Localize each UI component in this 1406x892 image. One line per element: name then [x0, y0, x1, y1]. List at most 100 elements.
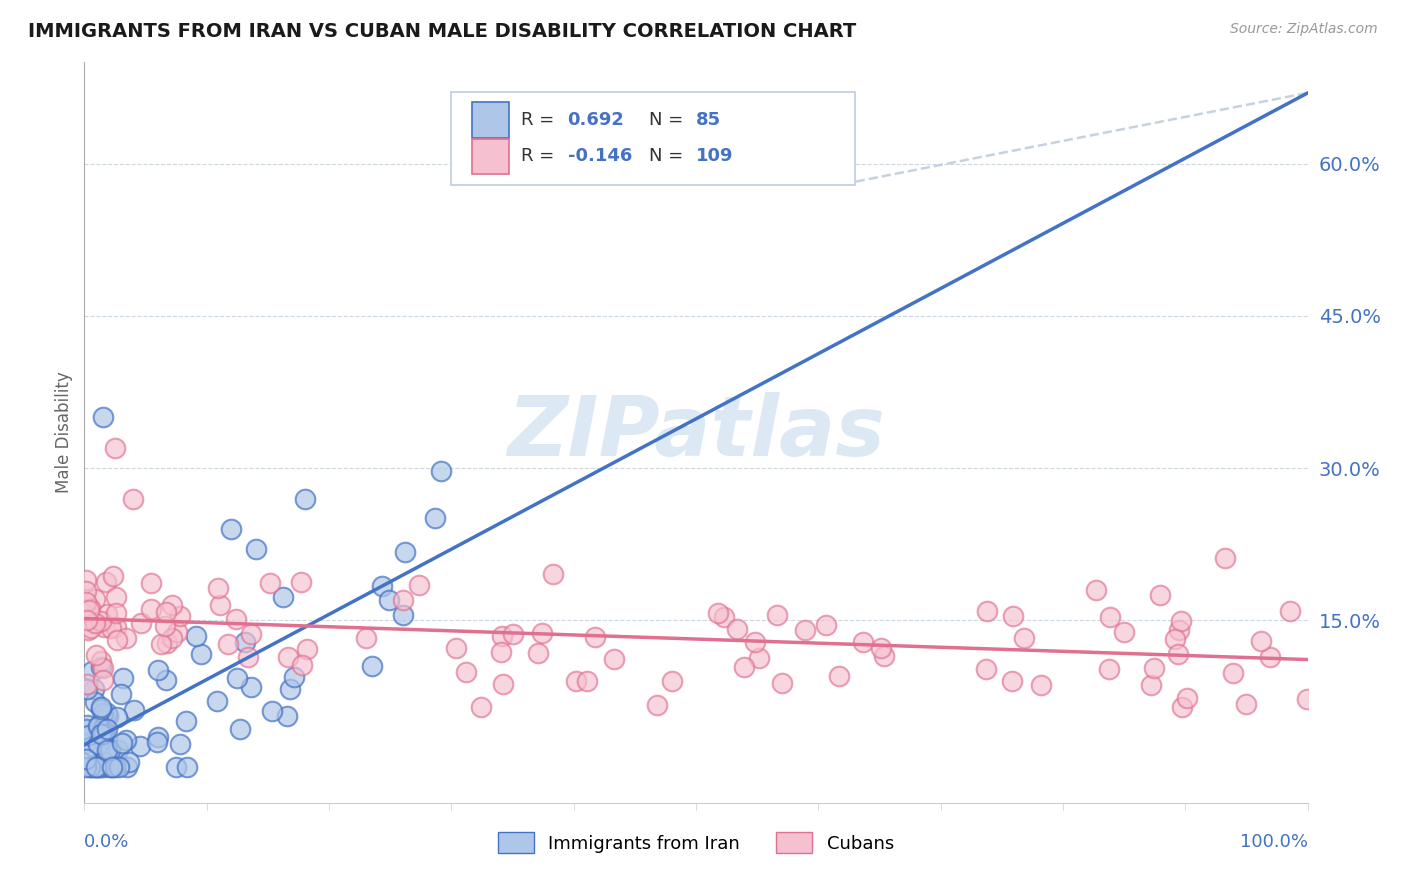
Point	[79, 603, 101, 617]
Point	[93, 755, 115, 769]
Point	[748, 651, 770, 665]
Point	[661, 673, 683, 688]
Text: 85: 85	[696, 112, 721, 129]
Point	[394, 545, 416, 559]
Point	[391, 593, 413, 607]
Point	[149, 637, 172, 651]
Point	[976, 604, 998, 618]
Text: ZIPatlas: ZIPatlas	[508, 392, 884, 473]
Point	[87, 719, 110, 733]
Point	[96, 743, 118, 757]
Point	[105, 632, 128, 647]
Point	[1001, 674, 1024, 689]
Text: R =: R =	[522, 147, 560, 165]
Point	[492, 677, 515, 691]
Point	[93, 720, 115, 734]
Point	[104, 590, 127, 604]
Point	[155, 636, 177, 650]
Point	[76, 677, 98, 691]
Point	[94, 739, 117, 754]
Point	[146, 735, 169, 749]
Point	[647, 698, 669, 713]
Point	[744, 635, 766, 649]
Y-axis label: Male Disability: Male Disability	[55, 372, 73, 493]
Point	[108, 758, 131, 772]
Point	[160, 598, 183, 612]
Point	[101, 760, 124, 774]
Point	[1258, 649, 1281, 664]
Point	[80, 622, 103, 636]
Text: -0.146: -0.146	[568, 147, 631, 165]
Point	[229, 722, 252, 736]
Point	[90, 699, 112, 714]
Point	[129, 739, 152, 754]
Point	[271, 590, 294, 604]
Point	[489, 645, 512, 659]
Point	[828, 668, 851, 682]
Point	[470, 700, 492, 714]
Point	[262, 704, 284, 718]
Point	[491, 629, 513, 643]
Point	[139, 601, 162, 615]
Point	[239, 681, 262, 695]
Point	[160, 631, 183, 645]
Point	[169, 737, 191, 751]
Point	[392, 607, 415, 622]
Point	[114, 732, 136, 747]
Point	[356, 631, 378, 645]
Point	[1012, 631, 1035, 645]
Point	[75, 760, 97, 774]
Point	[96, 607, 118, 621]
Point	[90, 614, 112, 628]
Point	[101, 760, 124, 774]
Point	[1031, 678, 1053, 692]
Point	[770, 676, 793, 690]
Point	[90, 654, 112, 668]
Point	[104, 760, 127, 774]
Point	[84, 760, 107, 774]
Point	[283, 670, 305, 684]
Point	[259, 576, 281, 591]
Point	[290, 575, 312, 590]
Point	[294, 491, 316, 506]
Point	[75, 583, 97, 598]
FancyBboxPatch shape	[451, 92, 855, 185]
Point	[84, 760, 107, 774]
Point	[75, 736, 97, 750]
Point	[814, 617, 837, 632]
Point	[110, 687, 132, 701]
Point	[131, 616, 153, 631]
Point	[122, 491, 145, 506]
Point	[295, 642, 318, 657]
Point	[176, 760, 198, 774]
Point	[75, 752, 97, 766]
Point	[94, 575, 117, 590]
Text: R =: R =	[522, 112, 560, 129]
Point	[236, 650, 259, 665]
Point	[100, 621, 122, 635]
Point	[111, 736, 134, 750]
Point	[76, 681, 98, 696]
Point	[245, 542, 267, 557]
Point	[91, 673, 114, 687]
Text: 0.0%: 0.0%	[84, 833, 129, 851]
Point	[91, 727, 114, 741]
Point	[146, 731, 169, 745]
Point	[974, 662, 997, 676]
Point	[1250, 634, 1272, 648]
Point	[371, 579, 394, 593]
Point	[1234, 698, 1257, 712]
Point	[79, 760, 101, 774]
Point	[1295, 692, 1317, 706]
Point	[291, 658, 314, 673]
Point	[713, 610, 735, 624]
Text: 0.692: 0.692	[568, 112, 624, 129]
Point	[184, 629, 207, 643]
Text: N =: N =	[650, 112, 689, 129]
Point	[83, 760, 105, 774]
Point	[96, 722, 118, 736]
Point	[1099, 610, 1122, 624]
Point	[76, 613, 98, 627]
Point	[707, 606, 730, 620]
Point	[146, 663, 169, 677]
